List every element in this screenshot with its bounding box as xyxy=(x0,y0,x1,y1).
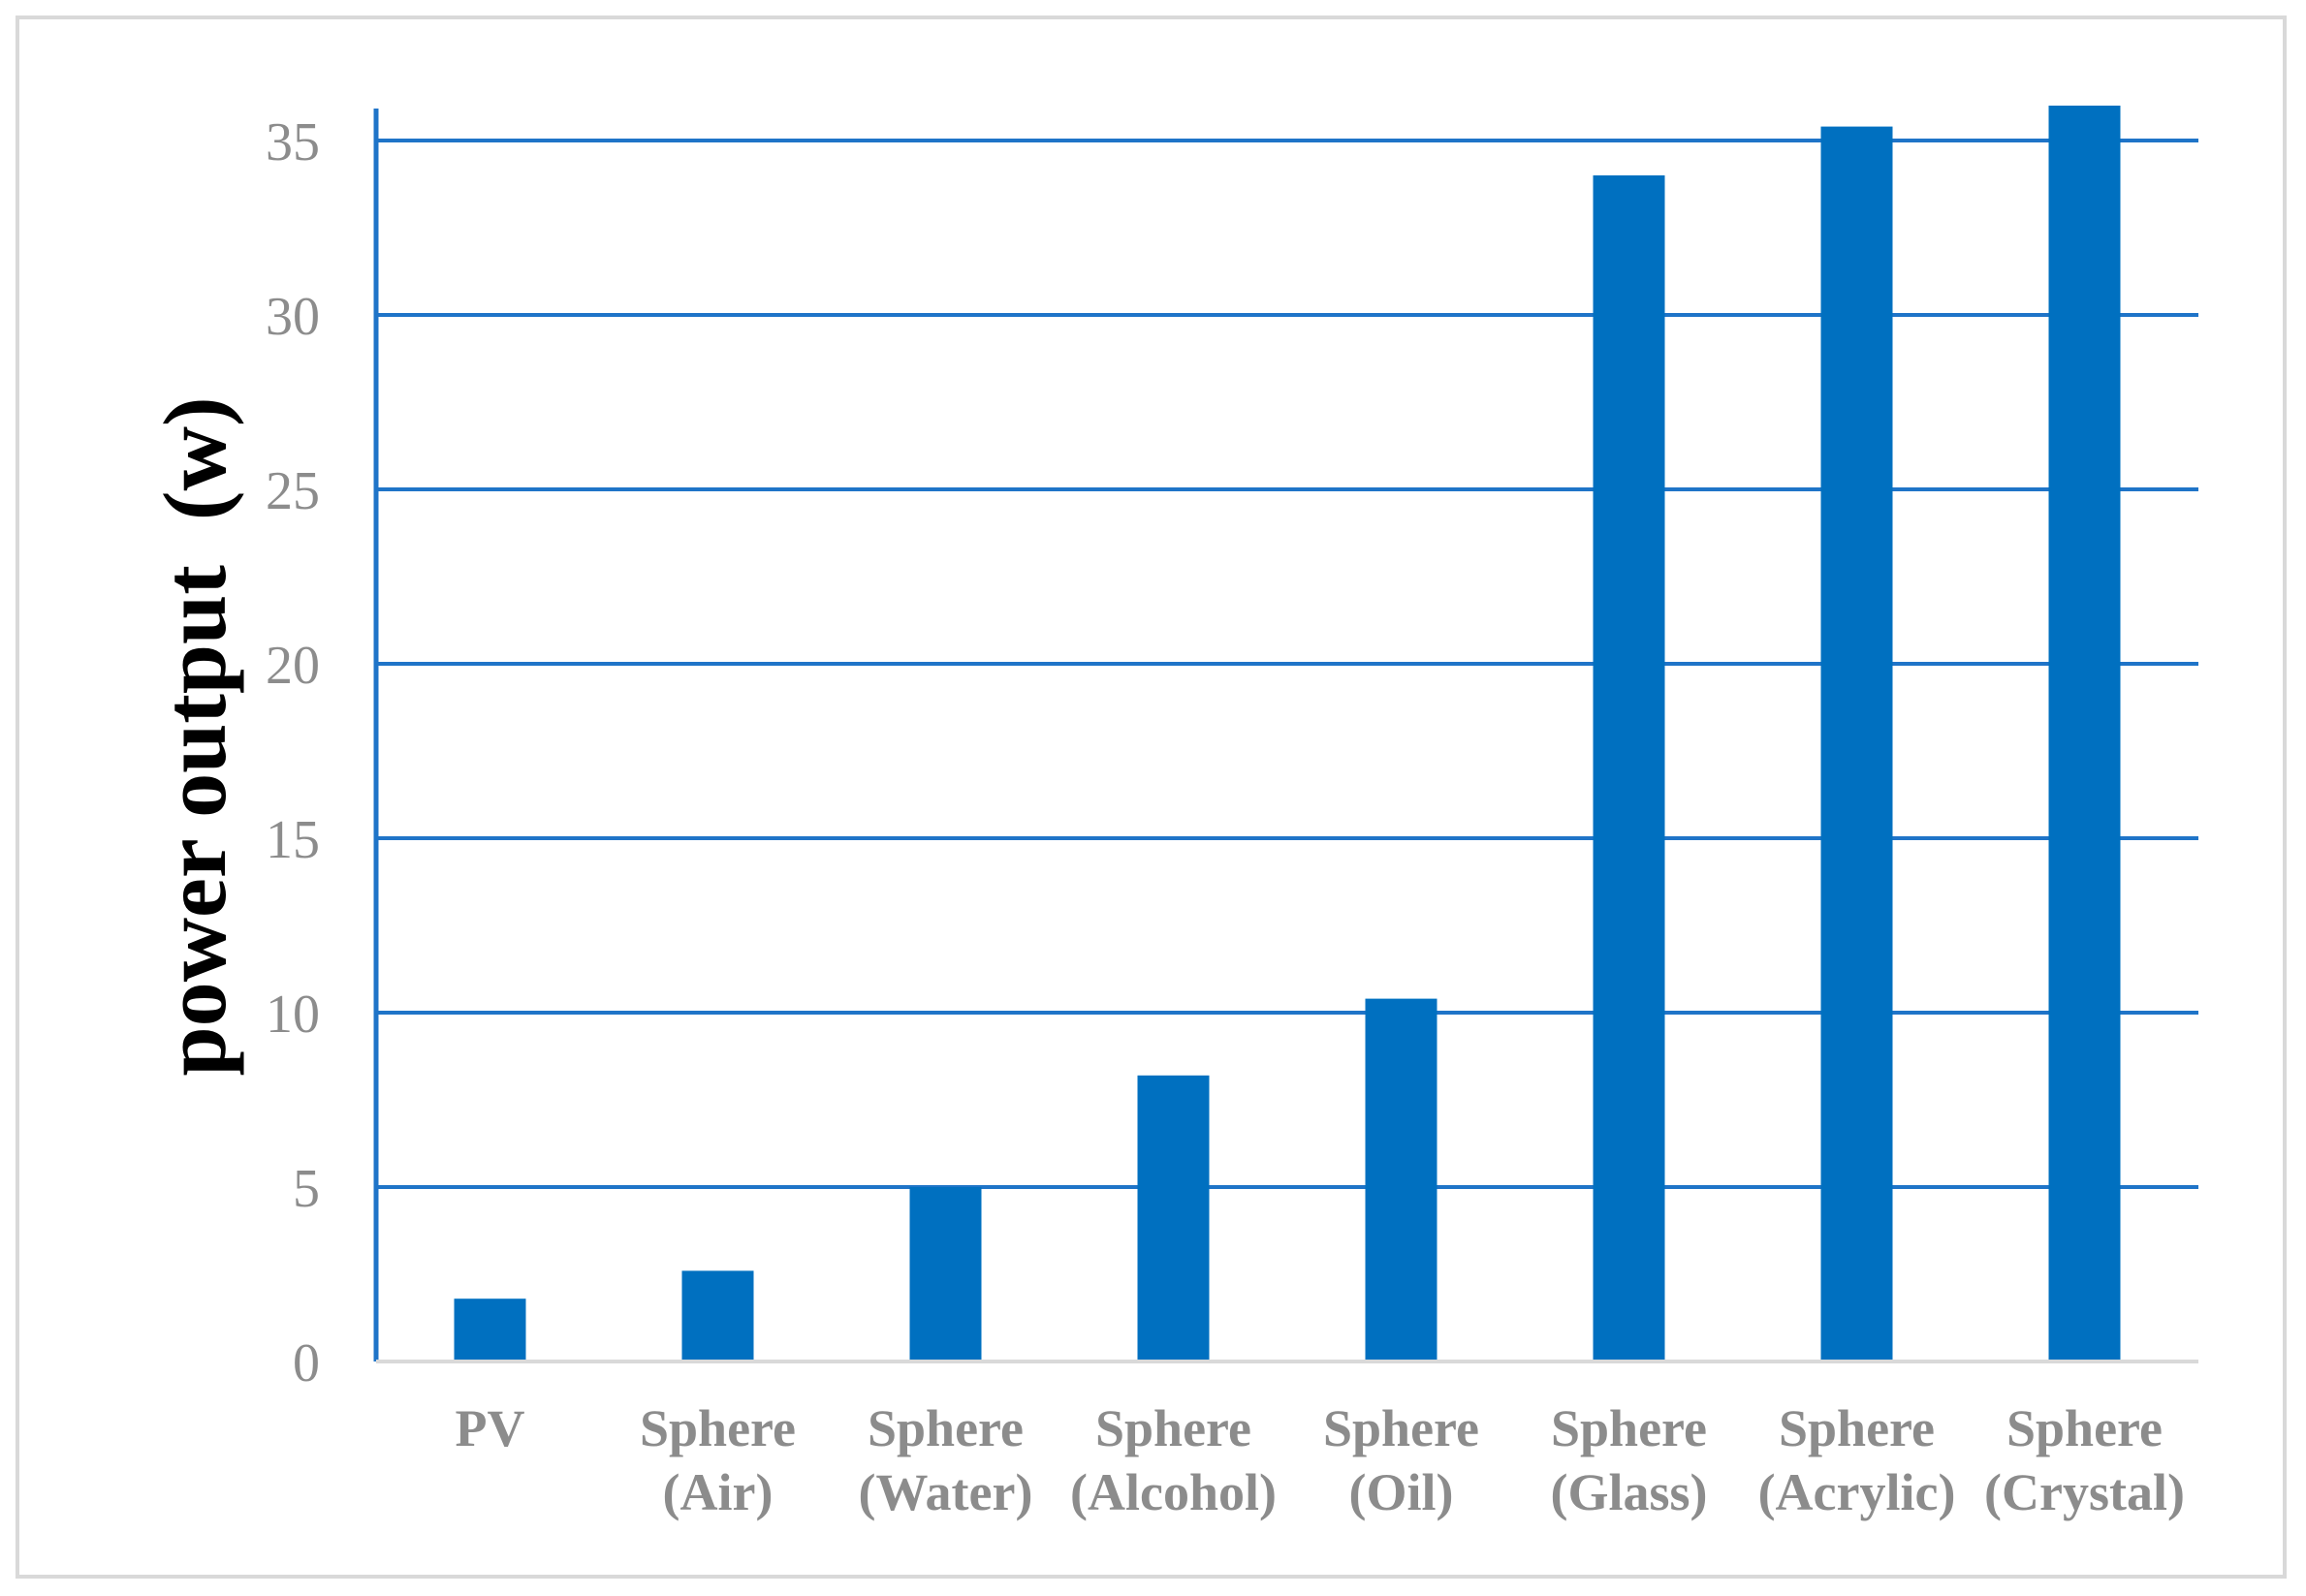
x-category-label: PV xyxy=(456,1399,525,1457)
bars xyxy=(454,106,2121,1362)
x-category-label: Sphere (Alcohol) xyxy=(1070,1399,1277,1521)
y-tick-label: 5 xyxy=(293,1159,320,1219)
y-tick-label: 0 xyxy=(293,1333,320,1393)
x-category-label: Sphere (Glass) xyxy=(1551,1399,1708,1521)
x-category-labels: PV Sphere (Air) Sphere (Water) Sphere (Alcohol… xyxy=(456,1399,2185,1521)
y-axis-title: power output (w) xyxy=(145,396,244,1076)
x-category-label: Sphere (Acrylic) xyxy=(1758,1399,1956,1521)
bar xyxy=(1137,1075,1210,1361)
bar xyxy=(1820,126,1893,1362)
bar xyxy=(909,1187,982,1361)
y-tick-label: 35 xyxy=(266,112,320,172)
y-tick-labels: 0 5 10 15 20 25 30 35 xyxy=(266,112,320,1393)
bar xyxy=(1365,998,1437,1361)
bar xyxy=(2048,106,2121,1361)
x-category-label: Sphere (Crystal) xyxy=(1984,1399,2185,1521)
bar xyxy=(454,1299,526,1361)
y-tick-label: 30 xyxy=(266,287,320,347)
gridlines xyxy=(376,139,2198,1189)
x-category-label: Sphere (Oil) xyxy=(1323,1399,1479,1521)
y-tick-label: 20 xyxy=(266,636,320,696)
y-tick-label: 10 xyxy=(266,985,320,1045)
bar xyxy=(681,1270,754,1361)
x-category-label: Sphere (Water) xyxy=(859,1399,1033,1521)
x-category-label: Sphere (Air) xyxy=(640,1399,796,1521)
y-tick-label: 25 xyxy=(266,461,320,521)
bar xyxy=(1593,175,1665,1361)
y-tick-label: 15 xyxy=(266,810,320,870)
